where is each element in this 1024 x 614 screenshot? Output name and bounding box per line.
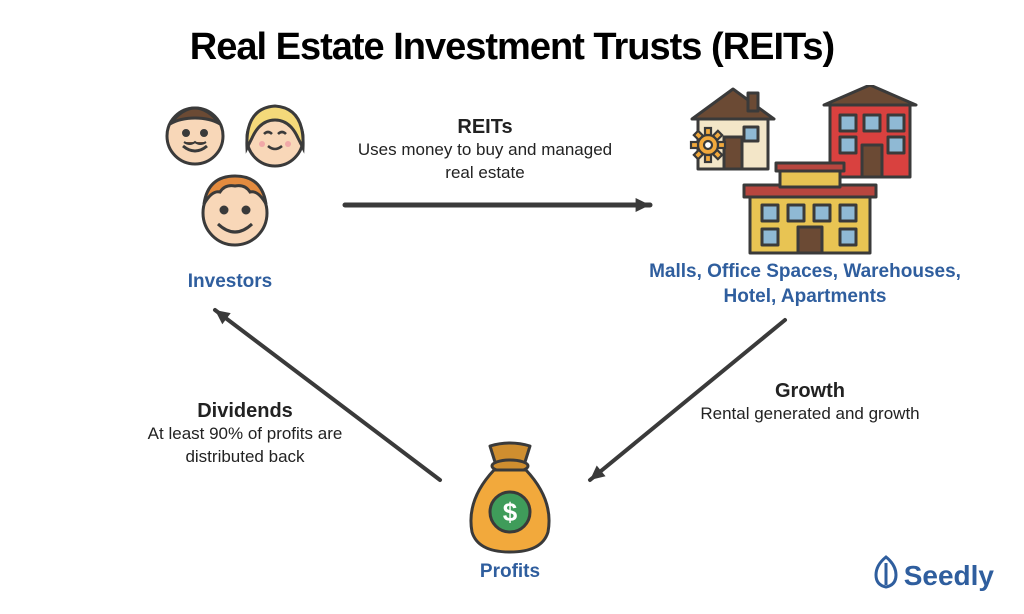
svg-text:$: $ [503,497,518,527]
arrow-reits-title: REITs [345,116,625,139]
arrow-dividends-label: Dividends At least 90% of profits are di… [115,400,375,469]
brand-logo: Seedly [872,555,994,596]
arrow-dividends-desc: At least 90% of profits are distributed … [115,423,375,469]
properties-icon [680,85,930,255]
arrow-reits-label: REITs Uses money to buy and managed real… [345,116,625,185]
page-title: Real Estate Investment Trusts (REITs) [0,26,1024,69]
arrow-dividends-title: Dividends [115,400,375,423]
arrow-growth-label: Growth Rental generated and growth [690,380,930,426]
profits-label: Profits [450,560,570,585]
arrow-reits [325,185,670,225]
investors-icon [150,98,320,258]
profits-icon: $ [460,440,560,555]
brand-text: Seedly [904,560,994,592]
arrow-growth-desc: Rental generated and growth [690,403,930,426]
seedly-leaf-icon [872,555,900,596]
arrow-reits-desc: Uses money to buy and managed real estat… [345,139,625,185]
arrow-growth-title: Growth [690,380,930,403]
